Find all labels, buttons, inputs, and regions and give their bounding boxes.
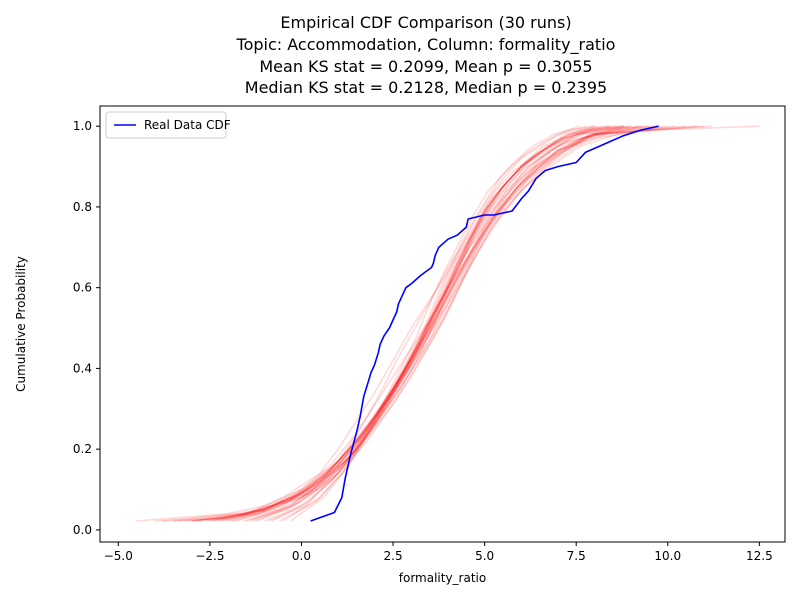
synthetic-run-line-26	[268, 125, 624, 522]
y-tick-label: 0.4	[73, 361, 92, 375]
synthetic-run-line-13	[271, 125, 603, 522]
x-tick-label: −2.5	[195, 549, 224, 563]
synthetic-run-line-12	[220, 125, 698, 522]
x-tick-label: 5.0	[475, 549, 494, 563]
y-tick-label: 0.6	[73, 281, 92, 295]
synthetic-run-line-15	[264, 125, 595, 522]
x-tick-label: 10.0	[654, 549, 681, 563]
y-axis: 0.0 0.2 0.4 0.6 0.8 1.0	[73, 119, 100, 537]
x-axis-label: formality_ratio	[399, 571, 486, 585]
synthetic-run-line-25	[224, 125, 632, 522]
legend-label-real: Real Data CDF	[144, 118, 231, 132]
synthetic-run-line-1	[136, 125, 760, 522]
real-data-cdf-line	[310, 125, 659, 522]
synthetic-run-line-23	[176, 125, 676, 522]
synthetic-run-line-21	[213, 125, 654, 522]
real-series	[310, 125, 659, 522]
title-line-2: Topic: Accommodation, Column: formality_…	[236, 35, 616, 55]
synthetic-run-line-20	[253, 125, 610, 522]
y-tick-label: 0.2	[73, 442, 92, 456]
title-line-4: Median KS stat = 0.2128, Median p = 0.23…	[245, 78, 607, 97]
y-tick-label: 0.0	[73, 523, 92, 537]
x-tick-label: 0.0	[292, 549, 311, 563]
synthetic-run-line-30	[279, 125, 599, 522]
synthetic-run-line-27	[195, 125, 643, 522]
synthetic-run-line-10	[198, 125, 639, 522]
legend-box	[105, 111, 227, 139]
synthetic-run-line-16	[206, 125, 661, 522]
legend: Real Data CDF	[105, 111, 231, 139]
x-tick-label: −5.0	[104, 549, 133, 563]
x-tick-label: 2.5	[384, 549, 403, 563]
synthetic-run-line-6	[228, 125, 617, 522]
synthetic-run-line-7	[235, 125, 610, 522]
synthetic-runs	[136, 125, 760, 522]
synthetic-run-line-19	[191, 125, 628, 522]
synthetic-run-line-18	[231, 125, 621, 522]
x-axis: −5.0 −2.5 0.0 2.5 5.0 7.5 10.0 12.5	[104, 542, 773, 563]
synthetic-run-line-4	[191, 125, 650, 522]
synthetic-run-line-22	[290, 125, 588, 522]
y-tick-label: 1.0	[73, 119, 92, 133]
synthetic-run-line-29	[217, 125, 624, 522]
synthetic-run-line-5	[209, 125, 624, 522]
synthetic-run-line-3	[173, 125, 705, 522]
synthetic-run-line-2	[154, 125, 687, 522]
synthetic-run-line-9	[184, 125, 668, 522]
y-axis-label: Cumulative Probability	[14, 256, 28, 392]
plot-frame	[99, 105, 786, 543]
chart-title: Empirical CDF Comparison (30 runs) Topic…	[236, 13, 616, 97]
title-line-3: Mean KS stat = 0.2099, Mean p = 0.3055	[259, 57, 592, 76]
x-tick-label: 12.5	[746, 549, 773, 563]
synthetic-run-line-11	[246, 125, 632, 522]
synthetic-run-line-14	[162, 125, 712, 522]
synthetic-run-line-8	[257, 125, 595, 522]
title-line-1: Empirical CDF Comparison (30 runs)	[280, 13, 571, 32]
synthetic-run-line-24	[242, 125, 613, 522]
synthetic-run-line-28	[249, 125, 646, 522]
y-tick-label: 0.8	[73, 200, 92, 214]
x-tick-label: 7.5	[567, 549, 586, 563]
synthetic-run-line-17	[282, 125, 581, 522]
